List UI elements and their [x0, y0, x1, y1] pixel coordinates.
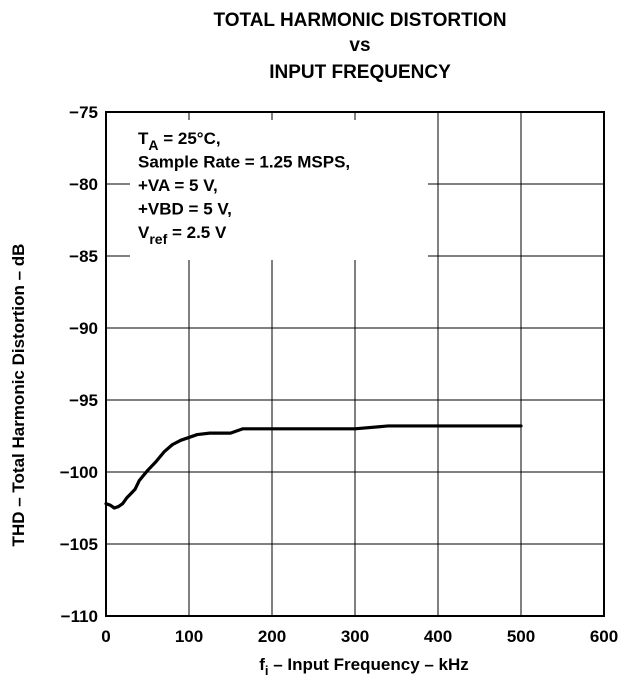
annotation-line-2: +VA = 5 V, [138, 176, 218, 195]
annotation-line-4-rest: = 2.5 V [167, 223, 227, 242]
annotation-line-1-main: Sample Rate = 1.25 MSPS, [138, 153, 350, 172]
chart-title-line-2: vs [349, 35, 370, 56]
chart-title-line-3: INPUT FREQUENCY [269, 62, 451, 83]
x-axis-label-rest: – Input Frequency – kHz [269, 655, 469, 674]
annotation-line-4-main: V [138, 223, 150, 242]
grid-lines [105, 111, 605, 617]
y-tick-label-2: −85 [69, 247, 98, 266]
x-tick-label-5: 500 [507, 627, 535, 646]
annotation-background [130, 120, 428, 260]
y-tick-labels: −75 −80 −85 −90 −95 −100 −105 −110 [60, 103, 98, 626]
x-axis-label-f: f [259, 655, 265, 674]
x-axis-label-subscript: i [265, 663, 269, 678]
x-tick-labels: 0 100 200 300 400 500 600 [101, 627, 618, 646]
x-tick-label-4: 400 [424, 627, 452, 646]
annotation-line-0-rest: = 25°C, [159, 129, 221, 148]
y-tick-label-0: −75 [69, 103, 98, 122]
annotation-line-0: TA = 25°C, [138, 129, 221, 153]
annotation-line-0-main: T [138, 129, 149, 148]
annotation-line-3-main: +VBD = 5 V, [138, 200, 232, 219]
chart-title-line-1: TOTAL HARMONIC DISTORTION [213, 10, 506, 31]
y-tick-label-6: −105 [60, 535, 98, 554]
annotation-line-0-subscript: A [148, 137, 158, 153]
x-axis-label: fi – Input Frequency – kHz [259, 655, 469, 678]
annotation-line-4: Vref = 2.5 V [138, 223, 227, 247]
thd-series-line-0 [104, 424, 523, 510]
annotation-line-3: +VBD = 5 V, [138, 200, 232, 219]
annotation-line-2-main: +VA = 5 V, [138, 176, 218, 195]
x-tick-label-0: 0 [101, 627, 110, 646]
x-tick-label-2: 200 [258, 627, 286, 646]
annotation-line-1: Sample Rate = 1.25 MSPS, [138, 153, 350, 172]
plot-frame [105, 111, 605, 617]
y-tick-label-1: −80 [69, 175, 98, 194]
x-tick-label-6: 600 [590, 627, 618, 646]
conditions-annotation: TA = 25°C,Sample Rate = 1.25 MSPS,+VA = … [130, 120, 428, 260]
y-axis-label: THD – Total Harmonic Distortion – dB [9, 244, 28, 547]
y-tick-label-4: −95 [69, 391, 98, 410]
y-tick-label-3: −90 [69, 319, 98, 338]
x-tick-label-3: 300 [341, 627, 369, 646]
y-tick-label-7: −110 [61, 607, 98, 626]
series-group [104, 424, 523, 510]
y-tick-label-5: −100 [60, 463, 98, 482]
x-tick-label-1: 100 [175, 627, 203, 646]
annotation-line-4-subscript: ref [149, 231, 167, 247]
